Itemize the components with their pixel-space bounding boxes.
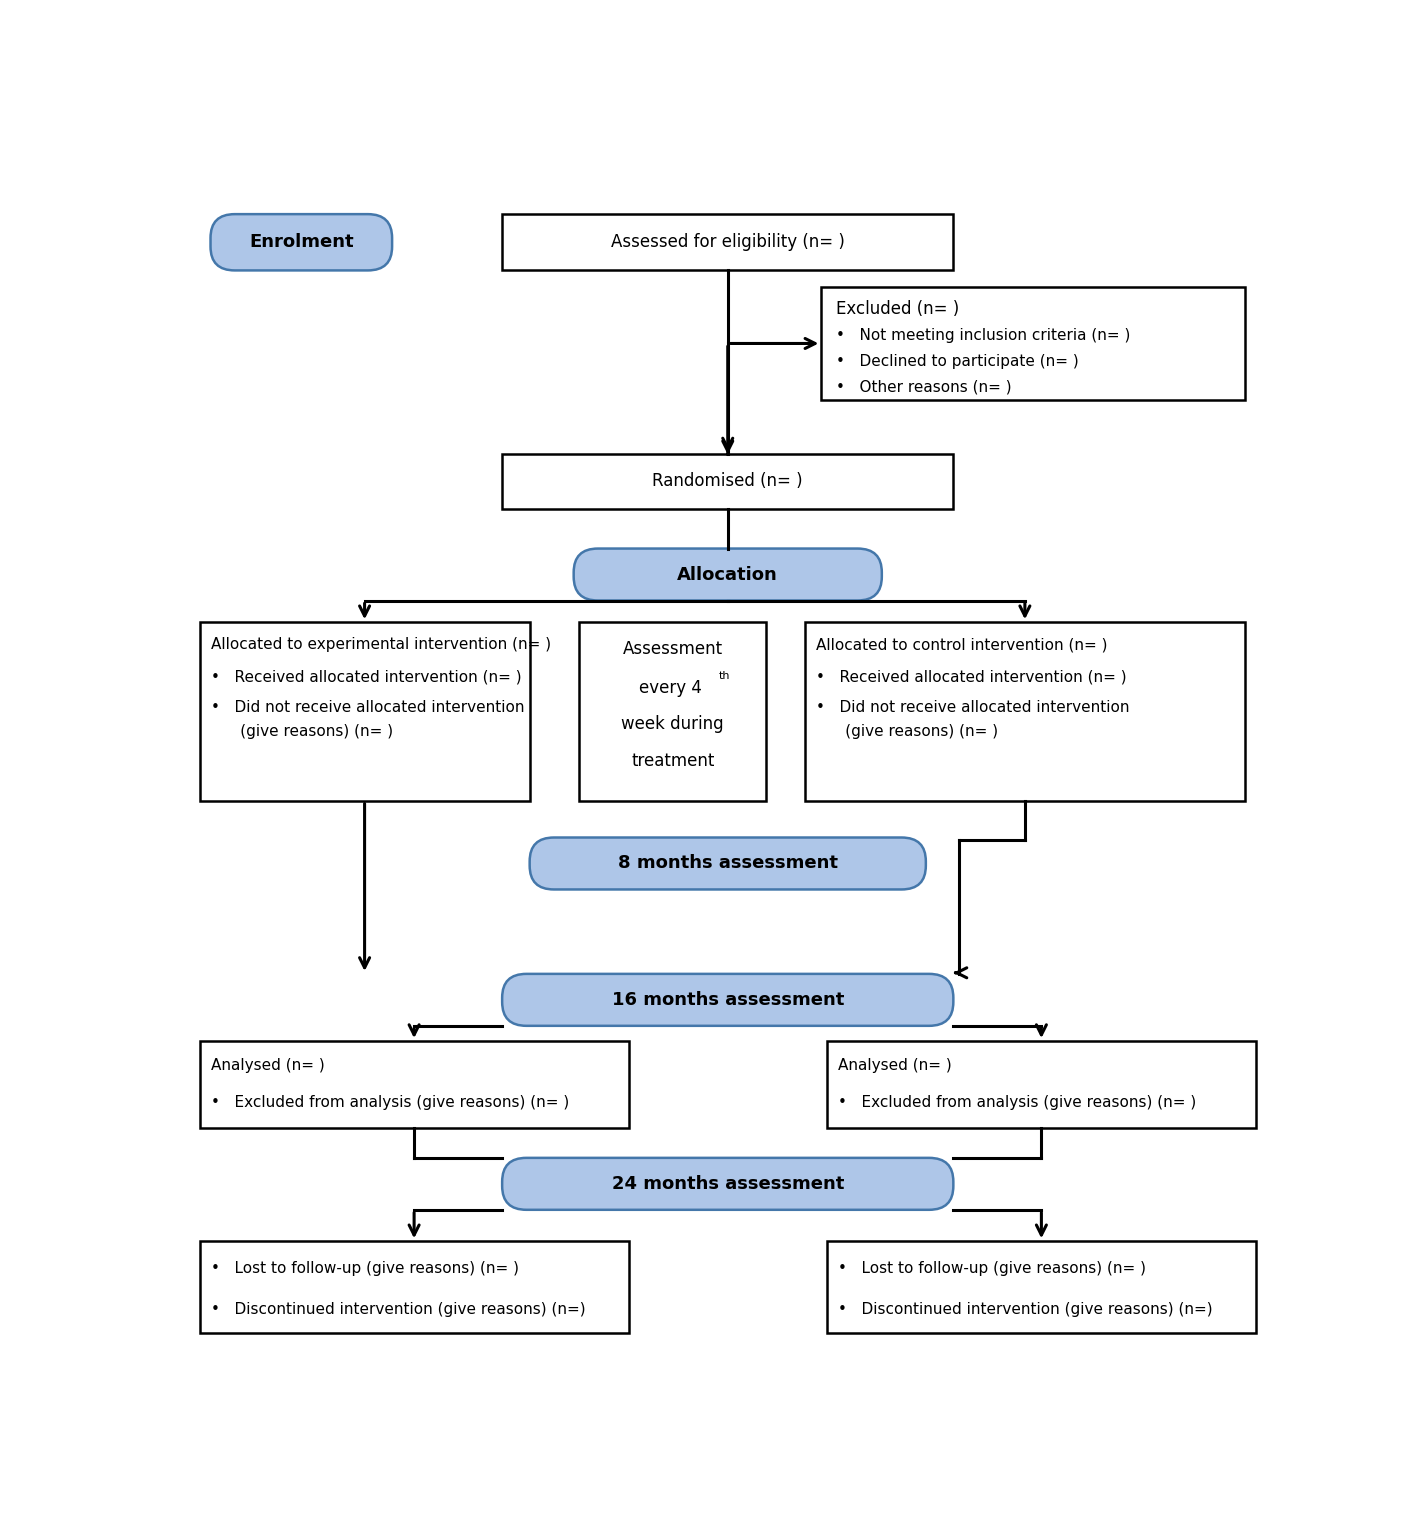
Text: •   Discontinued intervention (give reasons) (n=): • Discontinued intervention (give reason… bbox=[210, 1302, 585, 1318]
Text: •   Not meeting inclusion criteria (n= ): • Not meeting inclusion criteria (n= ) bbox=[835, 328, 1130, 343]
Text: •   Received allocated intervention (n= ): • Received allocated intervention (n= ) bbox=[815, 669, 1126, 685]
FancyBboxPatch shape bbox=[503, 974, 953, 1026]
FancyBboxPatch shape bbox=[821, 286, 1245, 400]
Text: •   Lost to follow-up (give reasons) (n= ): • Lost to follow-up (give reasons) (n= ) bbox=[210, 1261, 518, 1276]
Text: 8 months assessment: 8 months assessment bbox=[618, 855, 838, 873]
Text: 16 months assessment: 16 months assessment bbox=[612, 991, 843, 1010]
Text: •   Received allocated intervention (n= ): • Received allocated intervention (n= ) bbox=[210, 669, 521, 685]
FancyBboxPatch shape bbox=[503, 1158, 953, 1210]
Text: Assessment: Assessment bbox=[622, 640, 723, 657]
Text: Enrolment: Enrolment bbox=[248, 233, 354, 251]
Text: every 4: every 4 bbox=[639, 679, 701, 697]
FancyBboxPatch shape bbox=[826, 1241, 1257, 1333]
Text: week during: week during bbox=[622, 715, 724, 734]
FancyBboxPatch shape bbox=[574, 548, 882, 601]
Text: 24 months assessment: 24 months assessment bbox=[612, 1175, 843, 1193]
Text: Analysed (n= ): Analysed (n= ) bbox=[838, 1059, 951, 1074]
Text: Assessed for eligibility (n= ): Assessed for eligibility (n= ) bbox=[611, 233, 845, 251]
FancyBboxPatch shape bbox=[503, 214, 953, 271]
Text: (give reasons) (n= ): (give reasons) (n= ) bbox=[210, 725, 393, 738]
Text: Allocated to control intervention (n= ): Allocated to control intervention (n= ) bbox=[815, 637, 1108, 653]
FancyBboxPatch shape bbox=[210, 214, 392, 271]
Text: •   Did not receive allocated intervention: • Did not receive allocated intervention bbox=[815, 700, 1129, 715]
Text: •   Other reasons (n= ): • Other reasons (n= ) bbox=[835, 380, 1011, 395]
FancyBboxPatch shape bbox=[826, 1040, 1257, 1128]
Text: Randomised (n= ): Randomised (n= ) bbox=[652, 472, 804, 490]
Text: Excluded (n= ): Excluded (n= ) bbox=[835, 300, 958, 317]
FancyBboxPatch shape bbox=[805, 622, 1245, 801]
Text: •   Excluded from analysis (give reasons) (n= ): • Excluded from analysis (give reasons) … bbox=[838, 1095, 1196, 1111]
Text: treatment: treatment bbox=[630, 752, 714, 771]
Text: Allocation: Allocation bbox=[677, 565, 778, 584]
FancyBboxPatch shape bbox=[579, 622, 767, 801]
Text: th: th bbox=[719, 671, 730, 680]
FancyBboxPatch shape bbox=[199, 622, 530, 801]
Text: •   Did not receive allocated intervention: • Did not receive allocated intervention bbox=[210, 700, 524, 715]
FancyBboxPatch shape bbox=[530, 838, 926, 890]
FancyBboxPatch shape bbox=[199, 1040, 629, 1128]
Text: •   Excluded from analysis (give reasons) (n= ): • Excluded from analysis (give reasons) … bbox=[210, 1095, 569, 1111]
Text: •   Discontinued intervention (give reasons) (n=): • Discontinued intervention (give reason… bbox=[838, 1302, 1213, 1318]
Text: Allocated to experimental intervention (n= ): Allocated to experimental intervention (… bbox=[210, 637, 551, 653]
Text: (give reasons) (n= ): (give reasons) (n= ) bbox=[815, 725, 998, 738]
Text: •   Declined to participate (n= ): • Declined to participate (n= ) bbox=[835, 354, 1078, 369]
FancyBboxPatch shape bbox=[199, 1241, 629, 1333]
Text: Analysed (n= ): Analysed (n= ) bbox=[210, 1059, 324, 1074]
FancyBboxPatch shape bbox=[503, 455, 953, 509]
Text: •   Lost to follow-up (give reasons) (n= ): • Lost to follow-up (give reasons) (n= ) bbox=[838, 1261, 1146, 1276]
